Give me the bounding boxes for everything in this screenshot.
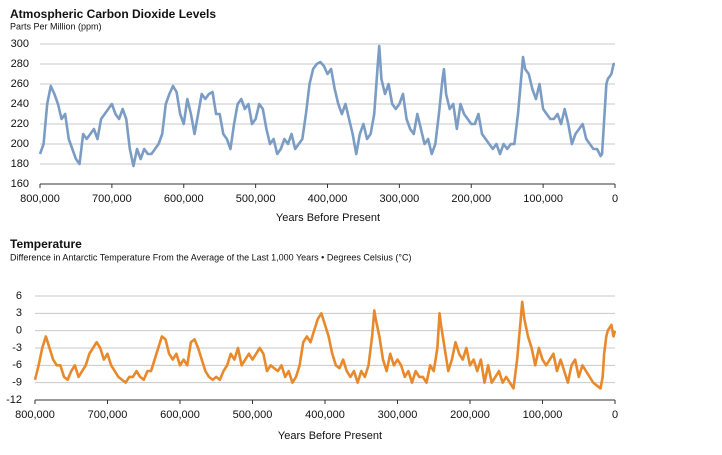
y-tick-label: 0: [16, 325, 22, 337]
chart-subtitle: Difference in Antarctic Temperature From…: [10, 252, 411, 262]
x-tick-label: 600,000: [160, 409, 200, 421]
y-tick-label: -3: [12, 342, 22, 354]
y-tick-label: -12: [6, 394, 22, 406]
x-tick-label: 200,000: [450, 409, 490, 421]
y-tick-label: 6: [16, 290, 22, 302]
y-tick-label: 160: [11, 178, 29, 190]
x-tick-label: 500,000: [236, 193, 276, 205]
y-tick-label: 300: [11, 38, 29, 50]
chart-title: Atmospheric Carbon Dioxide Levels: [10, 7, 216, 21]
x-tick-label: 0: [612, 193, 618, 205]
y-tick-label: 180: [11, 158, 29, 170]
y-tick-label: 3: [16, 307, 22, 319]
chart-subtitle: Parts Per Million (ppm): [10, 21, 102, 31]
x-tick-label: 600,000: [164, 193, 204, 205]
x-tick-label: 400,000: [308, 193, 348, 205]
y-tick-label: 260: [11, 78, 29, 90]
x-tick-label: 700,000: [88, 409, 128, 421]
line-series: [33, 300, 617, 390]
x-tick-label: 100,000: [523, 409, 563, 421]
chart-title: Temperature: [10, 237, 82, 251]
x-axis-title: Years Before Present: [278, 430, 382, 442]
x-tick-label: 100,000: [523, 193, 563, 205]
x-tick-label: 500,000: [233, 409, 273, 421]
x-tick-label: 200,000: [451, 193, 491, 205]
x-tick-label: 800,000: [20, 193, 60, 205]
x-tick-label: 400,000: [305, 409, 345, 421]
x-axis-title: Years Before Present: [276, 212, 380, 224]
y-tick-label: 200: [11, 138, 29, 150]
y-tick-label: 280: [11, 58, 29, 70]
line-series: [38, 44, 615, 168]
x-tick-label: 800,000: [15, 409, 55, 421]
y-tick-label: 220: [11, 118, 29, 130]
x-tick-label: 700,000: [92, 193, 132, 205]
x-tick-label: 300,000: [378, 409, 418, 421]
y-tick-label: -9: [12, 377, 22, 389]
x-tick-label: 300,000: [379, 193, 419, 205]
y-tick-label: 240: [11, 98, 29, 110]
x-tick-label: 0: [612, 409, 618, 421]
y-tick-label: -6: [12, 359, 22, 371]
